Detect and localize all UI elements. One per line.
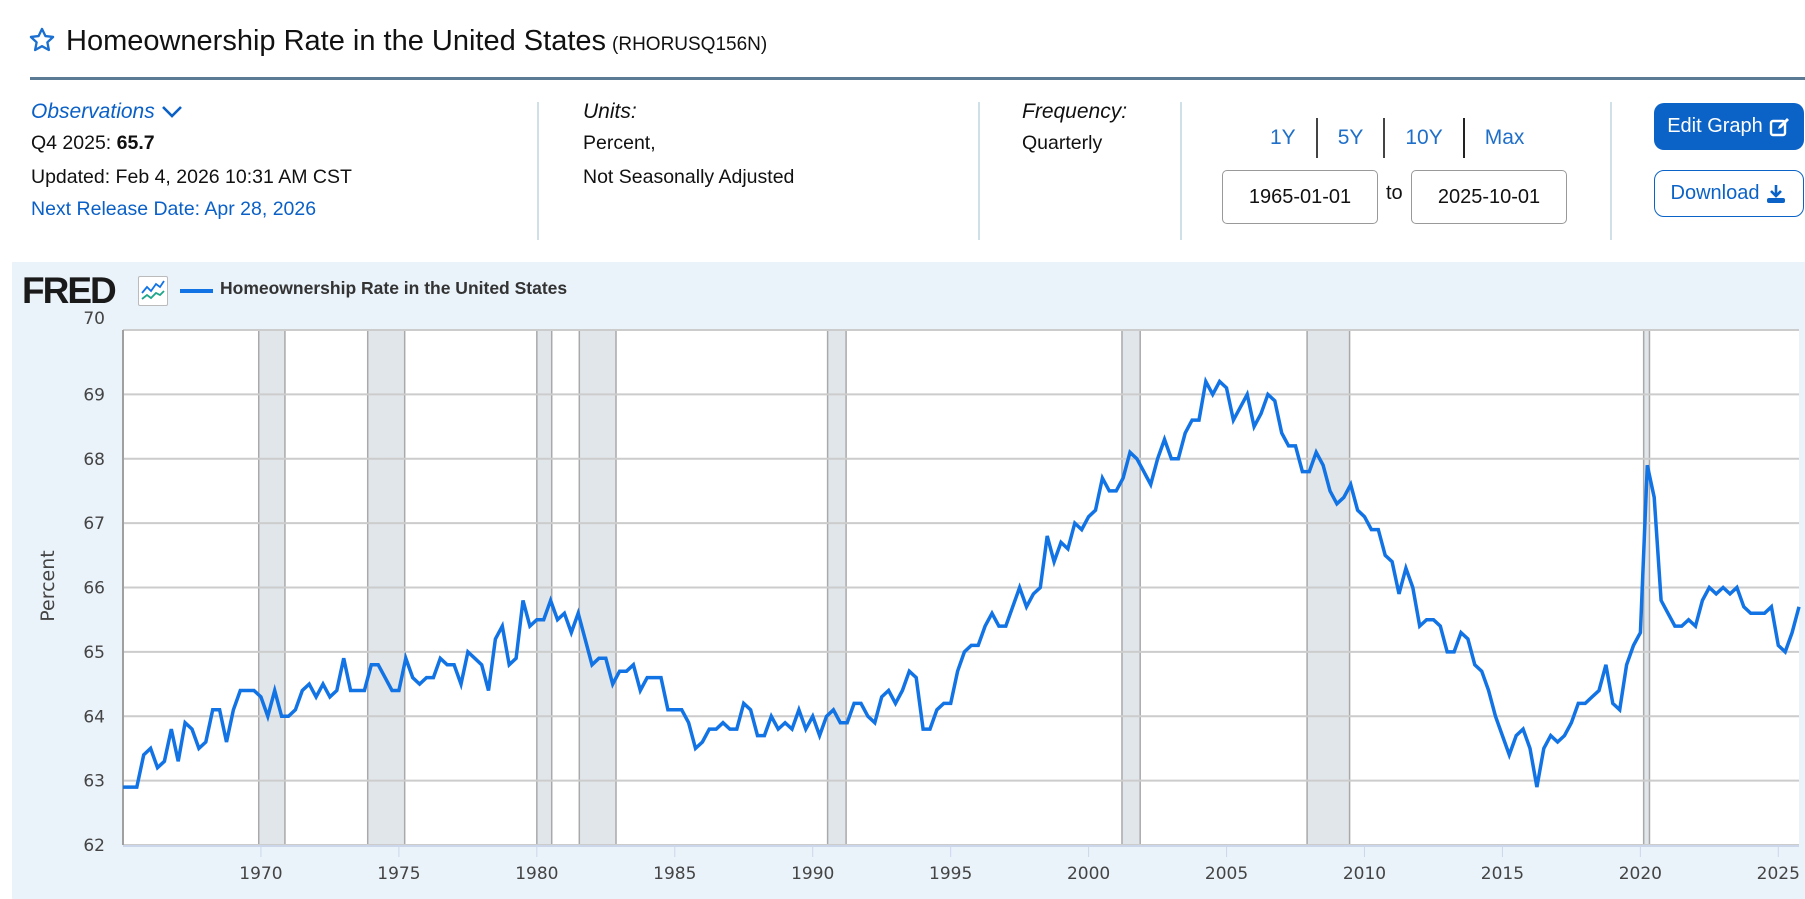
units-line2: Not Seasonally Adjusted bbox=[583, 166, 795, 188]
x-tick-label: 2000 bbox=[1067, 864, 1110, 884]
y-tick-label: 62 bbox=[83, 836, 105, 856]
y-tick-label: 67 bbox=[83, 514, 105, 534]
x-tick-label: 1980 bbox=[515, 864, 558, 884]
y-tick-label: 68 bbox=[83, 450, 105, 470]
start-date-input[interactable]: 1965-01-01 bbox=[1222, 170, 1378, 224]
range-5y-button[interactable]: 5Y bbox=[1337, 126, 1364, 149]
x-tick-label: 2025 bbox=[1757, 864, 1800, 884]
observations-label: Observations bbox=[31, 100, 155, 123]
x-tick-label: 1995 bbox=[929, 864, 972, 884]
title-divider bbox=[30, 77, 1805, 80]
y-tick-label: 65 bbox=[83, 643, 105, 663]
x-tick-label: 2010 bbox=[1343, 864, 1386, 884]
frequency-label: Frequency: bbox=[1022, 100, 1128, 123]
series-line[interactable] bbox=[123, 376, 1801, 789]
observations-section: Observations Q4 2025: 65.7 Updated: Feb … bbox=[31, 100, 352, 224]
star-outline-icon[interactable] bbox=[28, 26, 56, 54]
x-tick-label: 2015 bbox=[1481, 864, 1524, 884]
page-header: Homeownership Rate in the United States … bbox=[28, 22, 767, 58]
to-label: to bbox=[1386, 182, 1403, 204]
column-divider bbox=[978, 102, 980, 240]
units-label: Units: bbox=[583, 100, 637, 123]
fred-logo: FRED bbox=[22, 270, 117, 311]
range-max-button[interactable]: Max bbox=[1484, 126, 1525, 149]
column-divider bbox=[1180, 102, 1182, 240]
download-icon bbox=[1767, 184, 1786, 203]
x-tick-label: 1990 bbox=[791, 864, 834, 884]
download-label: Download bbox=[1670, 182, 1760, 204]
x-tick-label: 1970 bbox=[239, 864, 282, 884]
range-1y-button[interactable]: 1Y bbox=[1270, 126, 1296, 149]
edit-graph-button[interactable]: Edit Graph bbox=[1654, 103, 1804, 150]
units-section: Units: Percent, Not Seasonally Adjusted bbox=[583, 100, 794, 194]
range-separator bbox=[1462, 118, 1465, 158]
range-10y-button[interactable]: 10Y bbox=[1405, 126, 1443, 149]
y-tick-label: 66 bbox=[83, 579, 105, 599]
chart-type-icon[interactable] bbox=[138, 276, 168, 306]
y-tick-label: 69 bbox=[83, 385, 105, 405]
chevron-down-icon bbox=[161, 106, 182, 118]
y-tick-label: 63 bbox=[83, 772, 105, 792]
frequency-section: Frequency: Quarterly bbox=[1022, 100, 1127, 160]
units-line1: Percent, bbox=[583, 132, 656, 154]
legend-swatch bbox=[180, 289, 213, 293]
column-divider bbox=[537, 102, 539, 240]
legend-label[interactable]: Homeownership Rate in the United States bbox=[220, 278, 568, 298]
y-axis-label: Percent bbox=[37, 550, 59, 622]
range-separator bbox=[1315, 118, 1318, 158]
y-tick-label: 64 bbox=[83, 707, 105, 727]
page-title: Homeownership Rate in the United States bbox=[66, 25, 607, 57]
latest-observation: Q4 2025: 65.7 bbox=[31, 126, 352, 160]
edit-icon bbox=[1769, 117, 1789, 136]
next-release-link[interactable]: Next Release Date: Apr 28, 2026 bbox=[31, 198, 317, 220]
observation-period: Q4 2025: bbox=[31, 132, 112, 154]
x-tick-label: 1985 bbox=[653, 864, 696, 884]
download-button[interactable]: Download bbox=[1654, 170, 1804, 217]
x-tick-label: 1975 bbox=[377, 864, 420, 884]
x-tick-label: 2020 bbox=[1619, 864, 1662, 884]
range-separator bbox=[1383, 118, 1386, 158]
end-date-input[interactable]: 2025-10-01 bbox=[1411, 170, 1567, 224]
range-buttons: 1Y 5Y 10Y Max bbox=[1250, 118, 1544, 158]
observations-toggle[interactable]: Observations bbox=[31, 100, 352, 124]
frequency-value: Quarterly bbox=[1022, 132, 1103, 154]
x-tick-label: 2005 bbox=[1205, 864, 1248, 884]
series-id: (RHORUSQ156N) bbox=[612, 34, 768, 55]
y-tick-label: 70 bbox=[83, 309, 105, 329]
updated-timestamp: Updated: Feb 4, 2026 10:31 AM CST bbox=[31, 166, 352, 188]
observation-value: 65.7 bbox=[116, 132, 155, 154]
column-divider bbox=[1610, 102, 1612, 240]
edit-graph-label: Edit Graph bbox=[1667, 115, 1763, 137]
